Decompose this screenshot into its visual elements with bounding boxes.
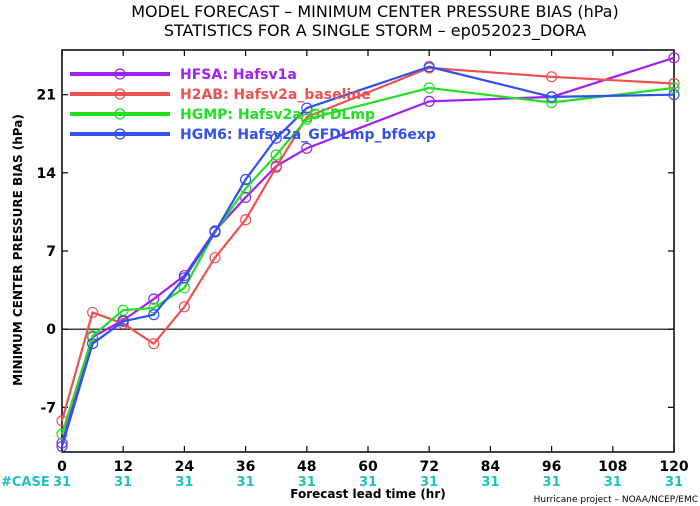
y-tick-label: 0	[46, 322, 56, 338]
data-point	[423, 95, 435, 107]
data-point	[423, 82, 435, 94]
case-count: 31	[665, 475, 683, 490]
data-point	[270, 149, 282, 161]
case-label: #CASE	[1, 475, 50, 490]
data-point	[209, 252, 221, 264]
data-point	[117, 315, 129, 327]
case-counts: 31 31 31 31 31 31 31 31 31 31 31	[53, 475, 683, 490]
data-point	[86, 338, 99, 350]
data-point	[178, 301, 190, 313]
data-point	[86, 306, 99, 319]
case-count: 31	[604, 475, 622, 490]
data-point	[270, 132, 282, 144]
data-point	[545, 71, 558, 83]
x-tick-label: 12	[113, 459, 132, 475]
x-tick-label: 108	[598, 459, 627, 475]
legend-entry-label: H2AB: Hafsv2a_baseline	[180, 87, 371, 103]
case-count: 31	[175, 475, 193, 490]
credit-text: Hurricane project – NOAA/NCEP/EMC	[534, 495, 698, 505]
case-count: 31	[114, 475, 132, 490]
data-point	[148, 338, 160, 350]
data-point	[148, 309, 160, 321]
case-count: 31	[359, 475, 377, 490]
series-hgm6	[56, 61, 680, 453]
legend-swatch-marker	[114, 88, 126, 100]
legend-entry-label: HFSA: Hafsv1a	[180, 67, 297, 83]
data-point	[209, 226, 221, 238]
case-count: 31	[481, 475, 499, 490]
case-count: 31	[237, 475, 255, 490]
x-tick-label: 96	[542, 459, 561, 475]
data-point	[668, 89, 680, 101]
legend-swatch-marker	[114, 108, 126, 120]
data-point	[56, 428, 68, 440]
data-point	[117, 304, 129, 316]
data-point	[301, 113, 313, 125]
data-point	[668, 52, 680, 64]
case-count: 31	[420, 475, 438, 490]
y-tick-label: -7	[40, 400, 56, 416]
legend: HFSA: Hafsv1a H2AB: Hafsv2a_baseline HGMP:…	[70, 67, 436, 143]
y-axis-ticks: -7 0 7 14 21	[37, 88, 674, 416]
case-count: 31	[543, 475, 561, 490]
x-tick-label: 48	[297, 459, 316, 475]
series-line	[60, 65, 675, 447]
data-point	[668, 82, 680, 94]
data-point	[86, 330, 99, 342]
data-point	[270, 161, 282, 173]
x-tick-label: 36	[236, 459, 255, 475]
case-count: 31	[53, 475, 71, 490]
chart-title: MODEL FORECAST – MINIMUM CENTER PRESSURE…	[131, 2, 618, 21]
data-point	[240, 214, 252, 226]
data-point	[56, 440, 68, 453]
x-tick-label: 84	[481, 459, 501, 475]
data-point	[423, 61, 435, 73]
data-point	[301, 102, 313, 114]
x-axis-ticks: 0 12 24 36 48 60 72 84 96 108 120	[57, 50, 689, 475]
data-point	[178, 272, 190, 284]
data-point	[148, 293, 160, 305]
x-axis-label: Forecast lead time (hr)	[290, 487, 446, 501]
data-point	[545, 91, 558, 103]
data-point	[301, 142, 313, 154]
legend-swatch-marker	[114, 68, 126, 80]
x-tick-label: 72	[419, 459, 438, 475]
y-tick-label: 21	[37, 88, 56, 104]
y-axis-label: MINIMUM CENTER PRESSURE BIAS (hPa)	[11, 114, 25, 386]
series-lines	[56, 52, 680, 453]
x-tick-label: 120	[659, 459, 688, 475]
y-tick-label: 7	[46, 244, 56, 260]
legend-entry-label: HGM6: Hafsv2a_GFDLmp_bf6exp	[180, 127, 436, 143]
x-tick-label: 60	[358, 459, 378, 475]
x-tick-label: 24	[175, 459, 195, 475]
legend-entry-label: HGMP: Hafsv2a_GFDLmp	[180, 107, 375, 123]
data-point	[56, 437, 68, 449]
data-point	[240, 173, 252, 186]
legend-swatch-marker	[114, 128, 126, 140]
x-tick-label: 0	[57, 459, 67, 475]
chart-subtitle: STATISTICS FOR A SINGLE STORM – ep052023…	[164, 21, 586, 41]
case-count: 31	[298, 475, 316, 490]
series-line	[60, 86, 675, 435]
y-tick-label: 14	[37, 166, 57, 182]
